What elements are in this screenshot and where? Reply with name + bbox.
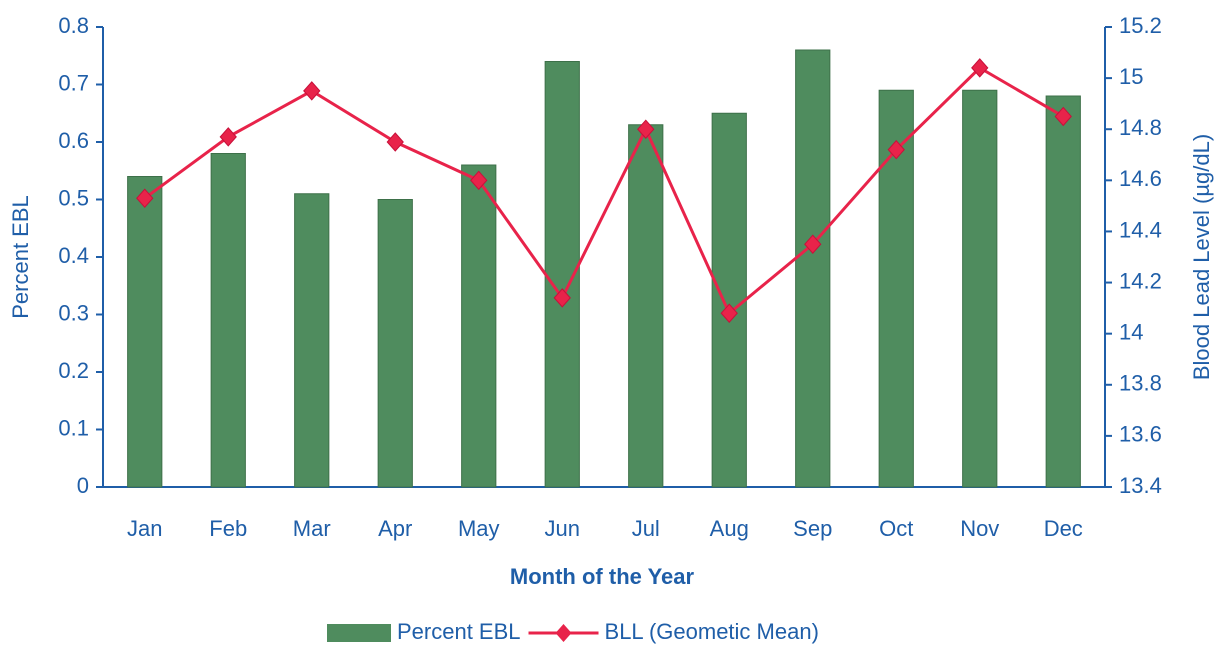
bar xyxy=(461,164,497,488)
y-tick-label: 0.2 xyxy=(58,358,89,383)
y2-tick-label: 14.4 xyxy=(1119,217,1162,242)
y-tick-label: 0.4 xyxy=(58,243,89,268)
bar xyxy=(711,112,747,488)
y2-tick-label: 14.2 xyxy=(1119,268,1162,293)
y2-tick-label: 15 xyxy=(1119,64,1143,89)
bar xyxy=(795,49,831,488)
x-tick-label: Apr xyxy=(378,516,412,541)
y-axis-label: Percent EBL xyxy=(8,195,33,319)
y-tick-label: 0.8 xyxy=(58,13,89,38)
marker xyxy=(971,58,989,78)
x-tick-label: Jun xyxy=(545,516,580,541)
line xyxy=(143,66,1065,316)
marker xyxy=(470,170,488,191)
bar xyxy=(1045,95,1081,488)
y2-tick-label: 13.6 xyxy=(1119,422,1162,447)
bar xyxy=(127,176,163,488)
x-tick-label: Jul xyxy=(632,516,660,541)
x-tick-label: Feb xyxy=(209,516,247,541)
bar xyxy=(294,193,330,488)
x-tick-label: Dec xyxy=(1044,516,1083,541)
marker xyxy=(720,303,738,323)
y-tick-label: 0.7 xyxy=(58,70,89,95)
bar xyxy=(210,153,246,488)
bar xyxy=(628,124,664,488)
y-tick-label: 0.3 xyxy=(58,300,89,325)
legend-label: BLL (Geometic Mean) xyxy=(605,619,819,644)
y-tick-label: 0 xyxy=(77,473,89,498)
marker xyxy=(386,132,404,152)
y2-tick-label: 14.8 xyxy=(1119,115,1162,140)
legend-swatch xyxy=(327,624,391,642)
y2-axis-label: Blood Lead Level (µg/dL) xyxy=(1189,134,1214,380)
y2-tick-label: 14 xyxy=(1119,319,1143,344)
x-tick-label: Aug xyxy=(710,516,749,541)
y-tick-label: 0.6 xyxy=(58,128,89,153)
y2-tick-label: 15.2 xyxy=(1119,13,1162,38)
y2-tick-label: 14.6 xyxy=(1119,166,1162,191)
marker xyxy=(637,119,655,139)
marker xyxy=(1054,106,1072,127)
marker xyxy=(303,81,321,101)
x-tick-label: Nov xyxy=(960,516,999,541)
y-tick-label: 0.5 xyxy=(58,185,89,210)
y-tick-label: 0.1 xyxy=(58,415,89,440)
marker xyxy=(136,188,154,208)
bar xyxy=(377,199,413,488)
marker xyxy=(887,139,905,160)
x-tick-label: Sep xyxy=(793,516,832,541)
x-tick-label: Jan xyxy=(127,516,162,541)
x-tick-label: May xyxy=(458,516,500,541)
y2-tick-label: 13.8 xyxy=(1119,371,1162,396)
x-tick-label: Mar xyxy=(293,516,331,541)
y2-tick-label: 13.4 xyxy=(1119,473,1162,498)
legend-marker xyxy=(555,624,572,642)
x-axis-label: Month of the Year xyxy=(510,564,695,589)
legend-label: Percent EBL xyxy=(397,619,521,644)
marker xyxy=(553,288,571,308)
marker xyxy=(804,234,822,254)
marker xyxy=(219,127,237,147)
bar xyxy=(962,89,998,488)
x-tick-label: Oct xyxy=(879,516,913,541)
